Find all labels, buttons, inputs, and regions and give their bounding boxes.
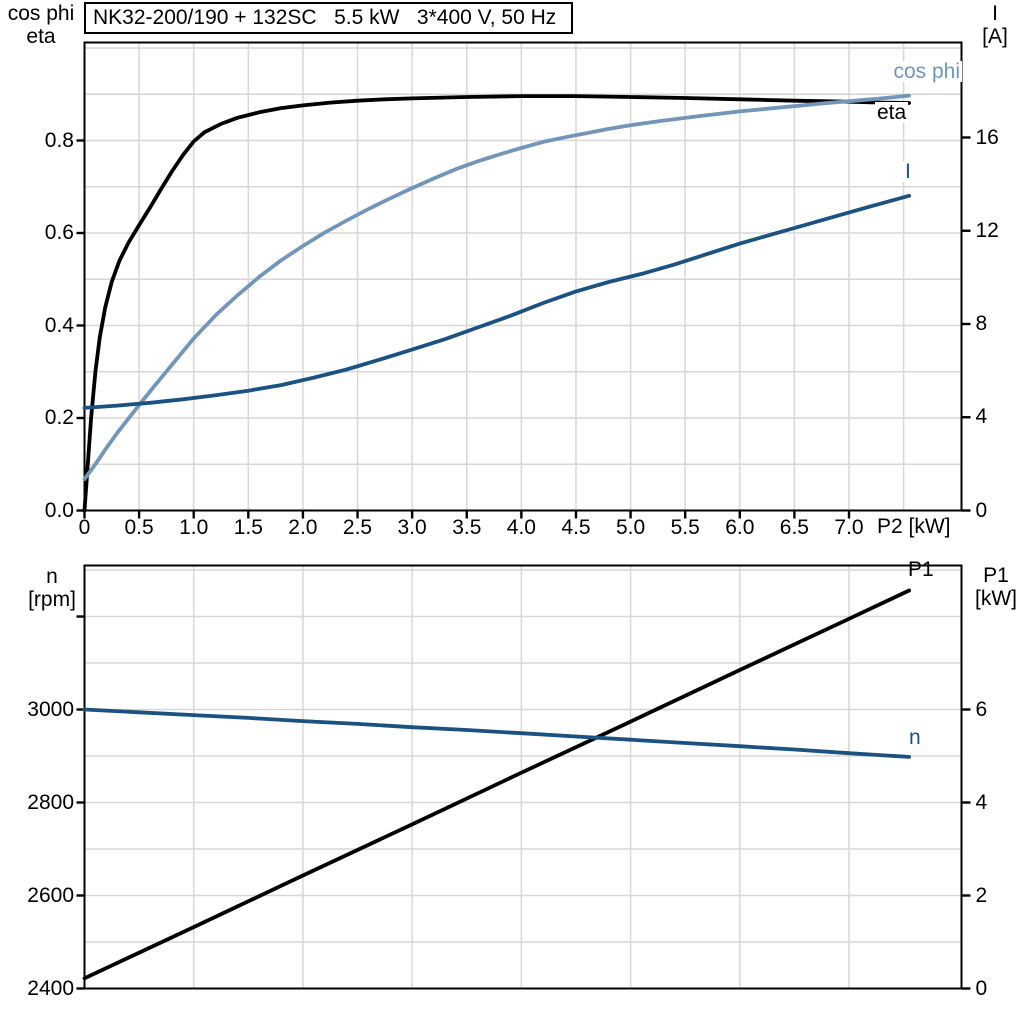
x-axis-title: P2 [kW]: [877, 515, 951, 538]
right-tick-label: 16: [975, 125, 999, 149]
left-tick-label: 0.4: [44, 313, 74, 337]
lower-right-axis-title-line2: [kW]: [975, 586, 1017, 610]
left-tick-label: 2600: [27, 883, 74, 907]
curve-cos_phi: [82, 93, 911, 482]
left-axis-title-line2: eta: [26, 24, 56, 48]
lower-right-axis-title: P1 [kW]: [967, 564, 1024, 610]
curve-label-eta: eta: [875, 101, 909, 124]
lower-right-axis-title-line1: P1: [983, 564, 1009, 587]
right-tick-label: 0: [975, 498, 988, 522]
x-tick-label: 6.0: [725, 515, 755, 539]
upper-right-axis-title: I [A]: [966, 2, 1024, 48]
left-tick-label: 0.2: [44, 406, 74, 429]
x-tick-label: 6.5: [779, 515, 809, 539]
lower-left-axis-title-line1: n: [46, 565, 58, 588]
right-tick-label: 4: [975, 790, 988, 814]
x-tick-label: 0.5: [124, 515, 154, 539]
right-axis-title-line2: [A]: [982, 24, 1008, 48]
left-tick-label: 2400: [27, 976, 74, 1000]
lower-left-axis-title: n [rpm]: [16, 565, 88, 611]
right-tick-label: 6: [975, 697, 988, 721]
lower-left-axis-title-line2: [rpm]: [28, 587, 76, 611]
x-tick-label: 2.0: [288, 515, 318, 539]
curve-label-cos-phi: cos phi: [891, 60, 962, 83]
x-tick-label: 1.5: [233, 515, 263, 539]
left-tick-label: 0.6: [44, 221, 74, 244]
curve-label-n: n: [909, 726, 921, 749]
x-tick-label: 4.5: [561, 515, 591, 539]
x-tick-label: 2.5: [342, 515, 373, 539]
curve-P1: [82, 588, 911, 981]
x-tick-label: 4.0: [506, 515, 536, 539]
chart-title: NK32-200/190 + 132SC 5.5 kW 3*400 V, 50 …: [93, 6, 557, 29]
chart-title-box: NK32-200/190 + 132SC 5.5 kW 3*400 V, 50 …: [84, 2, 573, 34]
left-axis-title-line1: cos phi: [7, 2, 75, 25]
x-tick-label: 0: [78, 515, 91, 539]
right-tick-label: 12: [975, 218, 999, 242]
curve-n: [82, 707, 911, 759]
right-tick-label: 0: [975, 976, 988, 1000]
left-tick-label: 3000: [27, 697, 74, 721]
x-tick-label: 3.5: [452, 515, 482, 539]
curve-label-p1: P1: [908, 558, 934, 581]
left-tick-label: 0.8: [44, 128, 74, 152]
curve-current: [82, 193, 911, 410]
plot-border: [83, 41, 963, 512]
x-tick-label: 5.0: [615, 515, 646, 539]
left-tick-label: 2800: [27, 790, 74, 814]
x-tick-label: 1.0: [179, 515, 209, 539]
curve-eta: [82, 94, 911, 513]
x-tick-label: 7.0: [834, 515, 864, 539]
plot-border: [83, 564, 963, 990]
right-tick-label: 2: [975, 883, 988, 907]
right-axis-title-line1: I: [992, 2, 998, 25]
x-tick-label: 5.5: [670, 515, 700, 539]
right-tick-label: 4: [975, 405, 988, 429]
upper-left-axis-title: cos phi eta: [2, 2, 80, 48]
left-tick-label: 0.0: [44, 498, 74, 522]
right-tick-label: 8: [975, 312, 988, 335]
x-tick-label: 3.0: [397, 515, 427, 539]
curve-label-current: I: [903, 160, 913, 183]
